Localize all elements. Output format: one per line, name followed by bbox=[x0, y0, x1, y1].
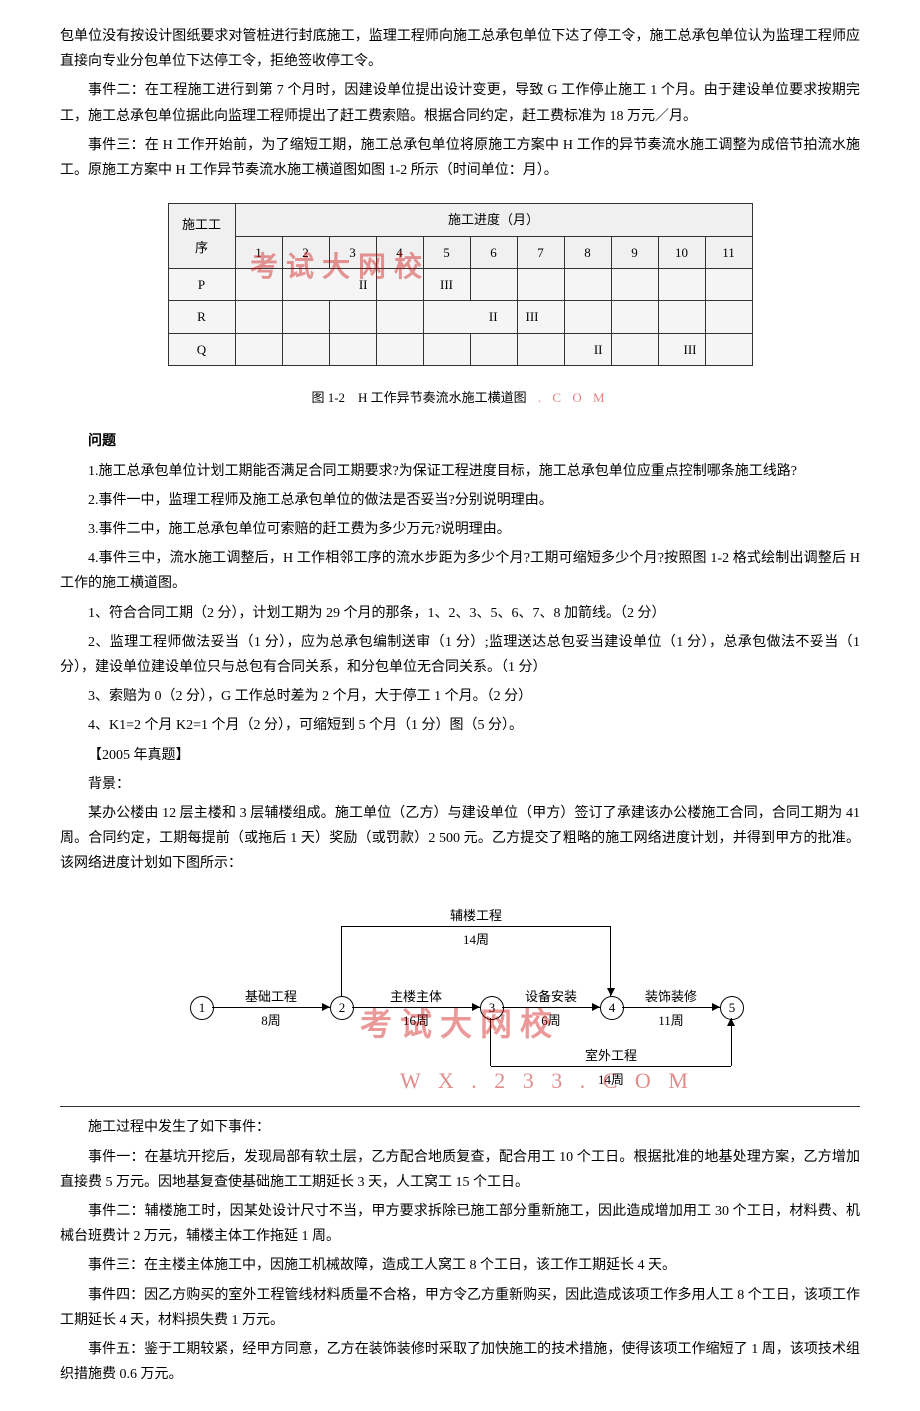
questions-heading: 问题 bbox=[60, 429, 860, 454]
gantt-caption: 图 1-2 H 工作异节奏流水施工横道图 . C O M bbox=[60, 386, 860, 409]
network-node-2: 2 bbox=[330, 996, 354, 1020]
question-2: 2.事件一中，监理工程师及施工总承包单位的做法是否妥当?分别说明理由。 bbox=[60, 488, 860, 513]
events-intro: 施工过程中发生了如下事件： bbox=[60, 1115, 860, 1140]
event-2: 事件二：辅楼施工时，因某处设计尺寸不当，甲方要求拆除已施工部分重新施工，因此造成… bbox=[60, 1199, 860, 1249]
row-label: P bbox=[168, 268, 235, 300]
event-5: 事件五：鉴于工期较紧，经甲方同意，乙方在装饰装修时采取了加快施工的技术措施，使得… bbox=[60, 1337, 860, 1387]
gantt-month-header: 5 bbox=[423, 236, 470, 268]
caption-text: 图 1-2 H 工作异节奏流水施工横道图 bbox=[311, 390, 526, 405]
gantt-chart-container: 考试大网校 施工工序 施工进度（月） 1234567891011 PIIIII … bbox=[60, 203, 860, 409]
network-node-5: 5 bbox=[720, 996, 744, 1020]
answer-4: 4、K1=2 个月 K2=1 个月（2 分），可缩短到 5 个月（1 分）图（5… bbox=[60, 713, 860, 738]
answer-1: 1、符合合同工期（2 分），计划工期为 29 个月的那条，1、2、3、5、6、7… bbox=[60, 601, 860, 626]
gantt-row-r: RIIIII bbox=[168, 301, 752, 333]
paragraph-2: 事件二：在工程施工进行到第 7 个月时，因建设单位提出设计变更，导致 G 工作停… bbox=[60, 78, 860, 128]
edge-line bbox=[341, 926, 342, 996]
answer-3: 3、索赔为 0（2 分），G 工作总时差为 2 个月，大于停工 1 个月。（2 … bbox=[60, 684, 860, 709]
watermark-text: 考试大网校 bbox=[250, 243, 430, 293]
edge-line bbox=[610, 926, 611, 996]
gantt-month-header: 6 bbox=[470, 236, 517, 268]
answer-2: 2、监理工程师做法妥当（1 分），应为总承包编制送审（1 分）;监理送达总包妥当… bbox=[60, 630, 860, 680]
year-label: 【2005 年真题】 bbox=[60, 743, 860, 768]
paragraph-1: 包单位没有按设计图纸要求对管桩进行封底施工，监理工程师向施工总承包单位下达了停工… bbox=[60, 24, 860, 74]
network-node-1: 1 bbox=[190, 996, 214, 1020]
watermark-text: 考试大网校 bbox=[360, 996, 560, 1054]
network-diagram: 12345基础工程8周主楼主体16周设备安装6周装饰装修11周辅楼工程14周室外… bbox=[160, 896, 760, 1086]
watermark-url: W X . 2 3 3 . C O M bbox=[400, 1061, 694, 1101]
row-label: R bbox=[168, 301, 235, 333]
gantt-row-q: QIIIII bbox=[168, 333, 752, 365]
row-label: Q bbox=[168, 333, 235, 365]
watermark-url: . C O M bbox=[538, 390, 609, 405]
edge-label: 基础工程 bbox=[221, 985, 321, 1008]
divider-line bbox=[60, 1106, 860, 1107]
gantt-header-label: 施工工序 bbox=[168, 204, 235, 269]
question-1: 1.施工总承包单位计划工期能否满足合同工期要求?为保证工程进度目标，施工总承包单… bbox=[60, 459, 860, 484]
edge-label: 辅楼工程 bbox=[426, 904, 526, 927]
arrow-icon bbox=[727, 1018, 735, 1026]
edge-label: 14周 bbox=[426, 928, 526, 951]
question-3: 3.事件二中，施工总承包单位可索赔的赶工费为多少万元?说明理由。 bbox=[60, 517, 860, 542]
question-4: 4.事件三中，流水施工调整后，H 工作相邻工序的流水步距为多少个月?工期可缩短多… bbox=[60, 546, 860, 596]
arrow-icon bbox=[607, 988, 615, 996]
background-text: 某办公楼由 12 层主楼和 3 层辅楼组成。施工单位（乙方）与建设单位（甲方）签… bbox=[60, 801, 860, 877]
gantt-month-header: 10 bbox=[658, 236, 705, 268]
background-label: 背景： bbox=[60, 772, 860, 797]
event-3: 事件三：在主楼主体施工中，因施工机械故障，造成工人窝工 8 个工日，该工作工期延… bbox=[60, 1253, 860, 1278]
edge-label: 11周 bbox=[621, 1009, 721, 1032]
gantt-month-header: 8 bbox=[564, 236, 611, 268]
gantt-month-header: 7 bbox=[517, 236, 564, 268]
arrow-icon bbox=[322, 1003, 330, 1011]
edge-label: 8周 bbox=[221, 1009, 321, 1032]
gantt-month-header: 9 bbox=[611, 236, 658, 268]
gantt-month-header: 11 bbox=[705, 236, 752, 268]
paragraph-3: 事件三：在 H 工作开始前，为了缩短工期，施工总承包单位将原施工方案中 H 工作… bbox=[60, 133, 860, 183]
event-4: 事件四：因乙方购买的室外工程管线材料质量不合格，甲方令乙方重新购买，因此造成该项… bbox=[60, 1283, 860, 1333]
edge-label: 装饰装修 bbox=[621, 985, 721, 1008]
gantt-header-span: 施工进度（月） bbox=[235, 204, 752, 236]
event-1: 事件一：在基坑开挖后，发现局部有软土层，乙方配合地质复查，配合用工 10 个工日… bbox=[60, 1145, 860, 1195]
